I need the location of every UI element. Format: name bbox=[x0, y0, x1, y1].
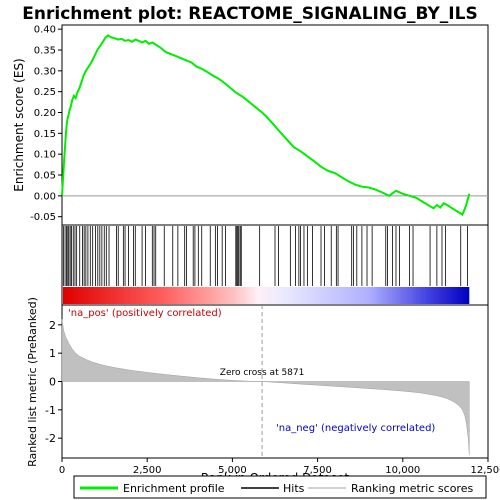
x-axis: 0 2,500 5,000 7,500 10,000 12,500 bbox=[59, 458, 500, 476]
es-y-axis-label: Enrichment score (ES) bbox=[12, 58, 26, 191]
metric-y-tick-label: 2 bbox=[49, 319, 56, 332]
es-y-tick-label: -0.05 bbox=[30, 212, 56, 223]
zero-cross-label: Zero cross at 5871 bbox=[220, 368, 305, 378]
legend-box bbox=[73, 475, 487, 499]
x-tick-label: 0 bbox=[59, 465, 65, 476]
metric-y-tick-label: -1 bbox=[45, 404, 56, 417]
ranking-metric-area bbox=[61, 319, 470, 456]
hits-panel bbox=[61, 224, 489, 306]
x-tick-label: 10,000 bbox=[385, 465, 420, 476]
chart-title: Enrichment plot: REACTOME_SIGNALING_BY_I… bbox=[22, 4, 477, 24]
es-y-ticks: -0.05 0.00 0.05 0.10 0.15 0.20 0.25 0.30 0.35 0.4… bbox=[30, 25, 62, 223]
metric-y-axis-label: Ranked list metric (PreRanked) bbox=[26, 297, 39, 467]
metric-y-tick-label: 0 bbox=[49, 376, 56, 389]
es-y-tick-label: 0.40 bbox=[34, 25, 56, 36]
x-tick-label: 12,500 bbox=[471, 465, 500, 476]
es-y-tick-label: 0.00 bbox=[34, 191, 56, 202]
metric-y-tick-label: 1 bbox=[49, 347, 56, 360]
x-tick-label: 5,000 bbox=[218, 465, 247, 476]
x-tick-label: 7,500 bbox=[303, 465, 332, 476]
es-panel: -0.05 0.00 0.05 0.10 0.15 0.20 0.25 0.30 0.35 0.4… bbox=[30, 24, 489, 226]
legend: Enrichment profile Hits Ranking metric s… bbox=[73, 475, 487, 499]
es-y-tick-label: 0.20 bbox=[34, 108, 56, 119]
legend-label-ranking: Ranking metric scores bbox=[351, 482, 473, 495]
negative-correlated-label: 'na_neg' (negatively correlated) bbox=[276, 423, 435, 434]
es-y-tick-label: 0.10 bbox=[34, 150, 56, 161]
rank-color-bar bbox=[63, 287, 470, 304]
es-y-tick-label: 0.35 bbox=[34, 46, 56, 57]
legend-label-hits: Hits bbox=[283, 482, 305, 495]
es-y-tick-label: 0.30 bbox=[34, 66, 56, 77]
metric-y-ticks: -2 -1 0 1 2 bbox=[45, 319, 62, 445]
legend-label-enrichment: Enrichment profile bbox=[123, 482, 225, 495]
x-tick-label: 2,500 bbox=[133, 465, 162, 476]
es-y-tick-label: 0.15 bbox=[34, 129, 56, 140]
metric-y-tick-label: -2 bbox=[45, 432, 56, 445]
positive-correlated-label: 'na_pos' (positively correlated) bbox=[68, 308, 222, 319]
metric-panel: Zero cross at 5871 'na_pos' (positively … bbox=[45, 304, 489, 459]
enrichment-profile-line bbox=[61, 34, 471, 217]
es-y-tick-label: 0.05 bbox=[34, 171, 56, 182]
hit-marks bbox=[62, 226, 468, 286]
es-y-tick-label: 0.25 bbox=[34, 87, 56, 98]
